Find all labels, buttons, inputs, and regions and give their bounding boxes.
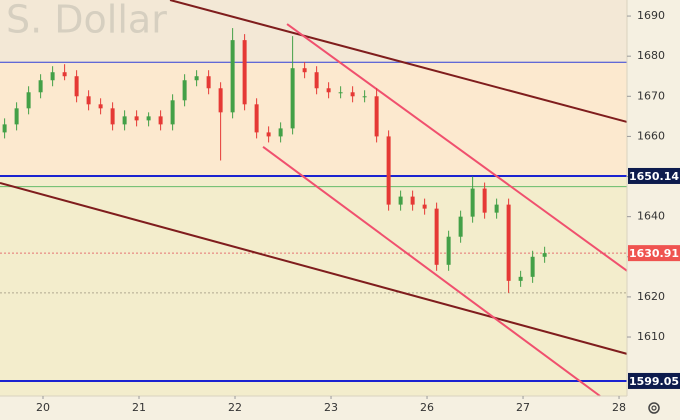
candle-body xyxy=(350,92,355,97)
price-label-bg xyxy=(628,167,680,184)
candle-body xyxy=(26,92,31,109)
y-tick-label: 1620 xyxy=(637,290,665,303)
candle-body xyxy=(146,116,151,121)
x-tick-label: 27 xyxy=(516,401,530,414)
candle-body xyxy=(338,92,343,94)
x-tick-label: 22 xyxy=(228,401,242,414)
candle-body xyxy=(398,196,403,205)
candle-body xyxy=(122,116,127,125)
candle-body xyxy=(242,40,247,105)
zone-band xyxy=(0,175,627,396)
candle-body xyxy=(278,128,283,137)
candle-body xyxy=(62,72,67,77)
x-tick-label: 21 xyxy=(132,401,146,414)
price-label-bg xyxy=(628,245,680,262)
candle-body xyxy=(482,188,487,213)
candle-body xyxy=(410,196,415,205)
x-tick-label: 23 xyxy=(324,401,338,414)
candle-body xyxy=(254,104,259,133)
y-tick-label: 1610 xyxy=(637,330,665,343)
candle-body xyxy=(38,80,43,93)
y-tick-label: 1640 xyxy=(637,210,665,223)
candle-body xyxy=(314,72,319,89)
candle-body xyxy=(446,236,451,265)
candle-body xyxy=(74,76,79,97)
candle-body xyxy=(230,40,235,113)
price-label: 1599.05 xyxy=(629,375,679,388)
x-tick-label: 28 xyxy=(612,401,626,414)
candle-body xyxy=(518,276,523,281)
candle-body xyxy=(206,76,211,89)
x-tick-label: 20 xyxy=(36,401,50,414)
candle-body xyxy=(458,216,463,237)
x-tick-label: 26 xyxy=(420,401,434,414)
trend-line xyxy=(262,146,601,397)
candle-body xyxy=(14,108,19,125)
candle-body xyxy=(158,116,163,125)
candle-body xyxy=(290,68,295,129)
candle-body xyxy=(386,136,391,205)
candle-body xyxy=(50,72,55,81)
price-label-bg xyxy=(628,372,680,389)
y-tick-label: 1690 xyxy=(637,9,665,22)
zone-band xyxy=(0,62,627,176)
candle-body xyxy=(326,88,331,93)
candle-body xyxy=(170,100,175,125)
y-tick-label: 1660 xyxy=(637,129,665,142)
candle-body xyxy=(218,88,223,113)
candle-body xyxy=(530,256,535,277)
zone-band xyxy=(0,0,627,63)
candle-body xyxy=(194,76,199,81)
candle-body xyxy=(302,68,307,73)
candle-body xyxy=(182,80,187,101)
trend-line xyxy=(286,23,628,272)
candle-body xyxy=(542,253,547,257)
candle-body xyxy=(86,96,91,105)
candle-body xyxy=(434,208,439,265)
y-tick-label: 1680 xyxy=(637,49,665,62)
candle-body xyxy=(110,108,115,125)
gear[interactable] xyxy=(648,402,660,414)
gear-center[interactable] xyxy=(651,405,657,411)
watermark-title: S. Dollar xyxy=(6,0,167,42)
candle-body xyxy=(98,104,103,109)
candle-body xyxy=(374,96,379,137)
price-label: 1650.14 xyxy=(629,170,679,183)
candle-body xyxy=(134,116,139,121)
candle-body xyxy=(362,96,367,98)
candle-body xyxy=(506,204,511,281)
candle-body xyxy=(422,204,427,209)
candle-body xyxy=(2,124,7,133)
trend-line xyxy=(169,0,628,123)
settings-icon[interactable] xyxy=(648,402,660,414)
y-tick-label: 1670 xyxy=(637,89,665,102)
candle-body xyxy=(470,188,475,217)
price-label: 1630.91 xyxy=(629,247,679,260)
candle-body xyxy=(266,132,271,137)
trend-line xyxy=(0,181,628,355)
candle-body xyxy=(494,204,499,213)
